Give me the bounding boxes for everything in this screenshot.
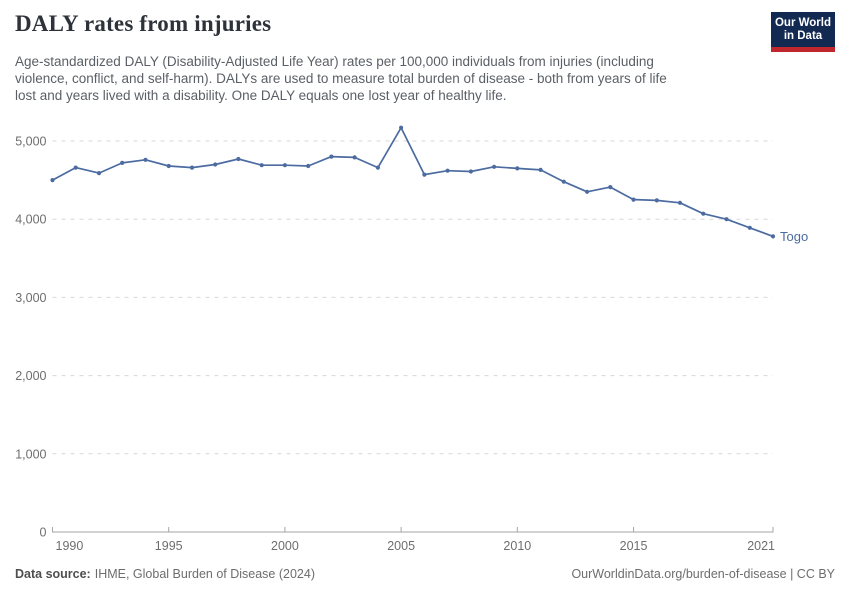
series-line [52,126,774,238]
series-entity-label: Togo [780,229,808,244]
data-point-marker [422,172,427,177]
data-point-marker [213,162,218,167]
data-point-marker [329,154,334,159]
data-point-marker [515,166,520,171]
data-point-marker [50,178,55,183]
chart-subtitle-line: lost and years lived with a disability. … [15,88,507,104]
y-tick-label: 0 [40,526,47,540]
data-point-marker [143,157,148,162]
data-point-marker [96,171,102,176]
data-point-marker [259,163,264,168]
data-point-marker [770,234,776,239]
data-point-marker [375,165,380,170]
data-point-marker [561,179,566,184]
data-point-marker [306,163,311,169]
data-source-value: IHME, Global Burden of Disease (2024) [94,567,315,581]
data-point-marker [608,185,613,190]
data-point-marker [445,168,450,173]
page-title: DALY rates from injuries [15,11,272,36]
x-tick-label: 2005 [387,539,415,553]
data-point-marker [120,160,125,165]
data-point-marker [585,189,590,194]
data-point-marker [654,198,659,203]
data-point-marker [468,169,473,174]
data-point-marker [189,165,195,170]
x-tick-label: 2021 [747,539,775,553]
data-point-marker [631,197,636,202]
y-tick-label: 1,000 [15,447,46,461]
x-tick-label: 1990 [56,539,84,553]
data-point-marker [236,156,241,162]
x-tick-label: 2010 [503,539,531,553]
chart-subtitle-line: Age-standardized DALY (Disability-Adjust… [15,54,654,69]
data-source-label: Data source: [15,567,91,581]
data-point-marker [166,163,171,169]
credit-link[interactable]: OurWorldinData.org/burden-of-disease | C… [571,567,835,581]
y-tick-label: 4,000 [15,213,46,227]
data-point-marker [492,164,497,169]
data-point-marker [747,225,752,230]
data-point-marker [538,167,543,172]
x-tick-label: 1995 [155,539,183,553]
owid-logo-line1: Our World [774,17,831,29]
owid-logo-line2: in Data [783,30,823,42]
logo-red-stripe [771,47,835,52]
data-point-marker [724,217,729,222]
y-tick-label: 3,000 [15,291,46,305]
data-point-marker [399,125,404,130]
chart-subtitle: Age-standardized DALY (Disability-Adjust… [15,53,667,105]
chart-subtitle-line: violence, conflict, and self-harm). DALY… [15,71,667,87]
data-point-marker [73,165,78,170]
y-tick-label: 2,000 [15,369,46,383]
y-tick-label: 5,000 [15,135,46,149]
data-point-marker [282,163,287,168]
chart-footer: Data source: IHME, Global Burden of Disea… [15,567,835,581]
data-source: Data source: IHME, Global Burden of Disea… [15,567,315,581]
x-tick-label: 2015 [620,539,648,553]
x-tick-label: 2000 [271,539,299,553]
data-point-marker [352,155,357,160]
owid-logo-box: Our World in Data [771,12,835,47]
data-point-marker [701,211,706,216]
data-point-marker [677,200,683,205]
owid-logo: Our World in Data [771,12,835,52]
